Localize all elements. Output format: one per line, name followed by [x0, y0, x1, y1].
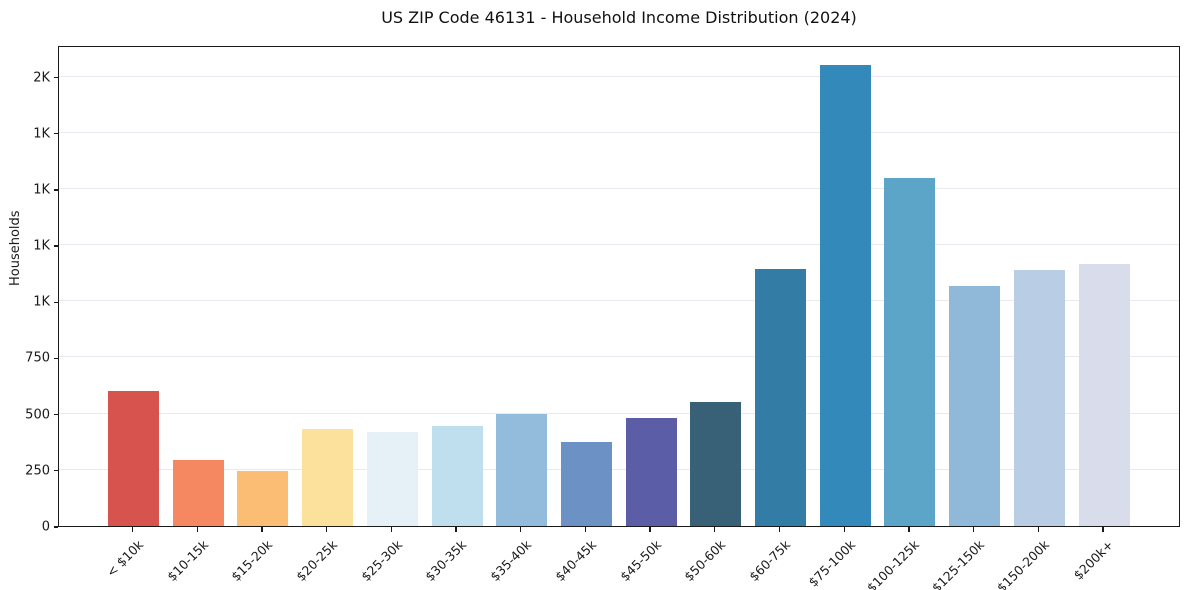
- gridline: [59, 412, 1179, 414]
- bar-$25-30k: [366, 431, 418, 526]
- bar-$20-25k: [302, 429, 354, 526]
- bar-$150-200k: [1013, 269, 1065, 526]
- x-tick-mark: [196, 527, 198, 532]
- chart-title: US ZIP Code 46131 - Household Income Dis…: [381, 8, 857, 27]
- y-tick-mark: [54, 357, 58, 360]
- x-tick-mark: [325, 527, 328, 532]
- plot-area: [58, 46, 1180, 527]
- bar-$35-40k: [496, 413, 548, 526]
- y-tick-mark: [54, 301, 58, 303]
- x-tick-mark: [649, 527, 651, 532]
- gridline: [59, 75, 1179, 77]
- gridline: [59, 187, 1179, 189]
- x-tick-label: < $10k: [103, 537, 147, 580]
- bar-$75-100k: [819, 65, 871, 526]
- gridline: [59, 356, 1179, 358]
- gridline: [59, 300, 1179, 302]
- x-tick-mark: [520, 527, 522, 532]
- x-tick-mark: [390, 527, 392, 532]
- y-tick-mark: [54, 189, 58, 191]
- bar-$15-20k: [237, 470, 289, 526]
- x-tick-mark: [455, 527, 457, 532]
- x-tick-label: $15-20k: [228, 537, 276, 585]
- y-tick-label: 250: [25, 463, 50, 479]
- y-tick-label: 1K: [33, 238, 50, 254]
- y-tick-label: 2K: [33, 70, 50, 85]
- y-tick-label: 500: [25, 407, 50, 423]
- x-tick-label: $60-75k: [746, 537, 794, 585]
- bar-$200k+: [1078, 264, 1130, 526]
- y-tick-label: 1K: [33, 182, 50, 198]
- y-tick-mark: [54, 133, 58, 135]
- x-tick-label: $125-150k: [928, 537, 988, 590]
- x-tick-mark: [584, 527, 587, 532]
- y-tick-mark: [54, 470, 58, 472]
- x-tick-label: $75-100k: [805, 537, 858, 590]
- y-tick-label: 0: [41, 519, 50, 535]
- x-tick-label: $35-40k: [487, 537, 535, 585]
- x-tick-label: $40-45k: [551, 537, 599, 585]
- x-tick-mark: [778, 527, 781, 532]
- bar-$125-150k: [949, 285, 1001, 526]
- bar-$45-50k: [625, 418, 677, 526]
- bar-$40-45k: [560, 441, 612, 526]
- x-tick-mark: [908, 527, 910, 532]
- x-tick-mark: [1037, 527, 1039, 532]
- x-tick-label: $45-50k: [616, 537, 664, 585]
- y-tick-mark: [54, 413, 58, 416]
- y-tick-label: 750: [25, 350, 50, 366]
- x-tick-label: $150-200k: [993, 537, 1052, 590]
- x-tick-mark: [131, 527, 134, 532]
- bar-$10-15k: [172, 459, 224, 526]
- bar-$50-60k: [690, 402, 742, 526]
- bar-< $10k: [108, 391, 159, 526]
- x-tick-mark: [843, 527, 845, 532]
- y-tick-mark: [54, 526, 58, 528]
- bar-$60-75k: [755, 268, 806, 526]
- gridline: [59, 468, 1179, 470]
- x-tick-label: $20-25k: [293, 537, 341, 585]
- x-tick-mark: [714, 527, 716, 532]
- y-tick-label: 1K: [33, 294, 50, 310]
- x-tick-mark: [972, 527, 975, 532]
- x-tick-label: $200k+: [1070, 537, 1117, 583]
- x-tick-mark: [1102, 527, 1104, 532]
- x-tick-label: $10-15k: [163, 537, 211, 585]
- bar-$100-125k: [884, 177, 936, 526]
- bar-$30-35k: [431, 426, 483, 526]
- gridline: [59, 244, 1179, 245]
- y-tick-mark: [54, 76, 58, 79]
- x-tick-label: $30-35k: [422, 537, 470, 585]
- y-tick-label: 1K: [33, 126, 50, 142]
- y-tick-mark: [54, 245, 58, 247]
- x-tick-label: $50-60k: [681, 537, 729, 585]
- x-tick-mark: [261, 527, 263, 532]
- gridline: [59, 131, 1179, 133]
- x-tick-label: $100-125k: [864, 537, 923, 590]
- x-tick-label: $25-30k: [357, 537, 405, 585]
